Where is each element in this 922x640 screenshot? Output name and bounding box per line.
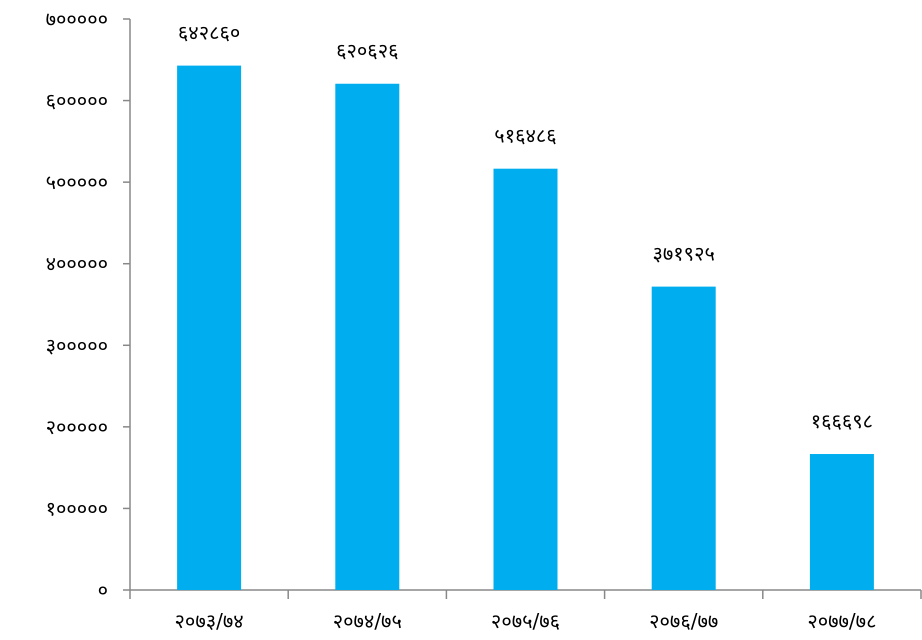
y-tick-label: ० [98, 578, 108, 602]
bar [177, 65, 242, 590]
x-category-label: २०७३/७४ [175, 609, 244, 633]
y-tick-label: ७००००० [46, 7, 108, 31]
bar [335, 83, 400, 590]
x-category-label: २०७७/७८ [807, 609, 876, 633]
bars [177, 65, 874, 590]
x-axis: २०७३/७४ २०७४/७५ २०७५/७६ २०७६/७७ २०७७/७८ [129, 589, 922, 633]
y-tick-label: ५००००० [46, 170, 108, 194]
bar [809, 454, 874, 590]
x-category-label: २०७६/७७ [649, 609, 718, 633]
y-tick-label: ३००००० [46, 333, 108, 357]
y-tick-label: ४००००० [46, 252, 108, 276]
data-label: ३७१९२५ [652, 242, 714, 266]
data-label: ६४२८६० [178, 21, 240, 45]
x-category-label: २०७४/७५ [333, 609, 402, 633]
data-label: १६६६९८ [811, 409, 873, 433]
data-label: ५१६४८६ [494, 124, 556, 148]
bar [651, 286, 716, 590]
data-labels: ६४२८६० ६२०६२६ ५१६४८६ ३७१९२५ १६६६९८ [178, 21, 873, 433]
y-tick-label: १००००० [46, 496, 108, 520]
y-tick-label: २००००० [46, 415, 108, 439]
data-label: ६२०६२६ [336, 39, 398, 63]
bar [493, 168, 558, 590]
y-axis: ० १००००० २००००० ३००००० ४००००० ५००००० ६००००० ७००… [46, 7, 131, 602]
y-tick-label: ६००००० [46, 89, 108, 113]
x-category-label: २०७५/७६ [491, 609, 560, 633]
